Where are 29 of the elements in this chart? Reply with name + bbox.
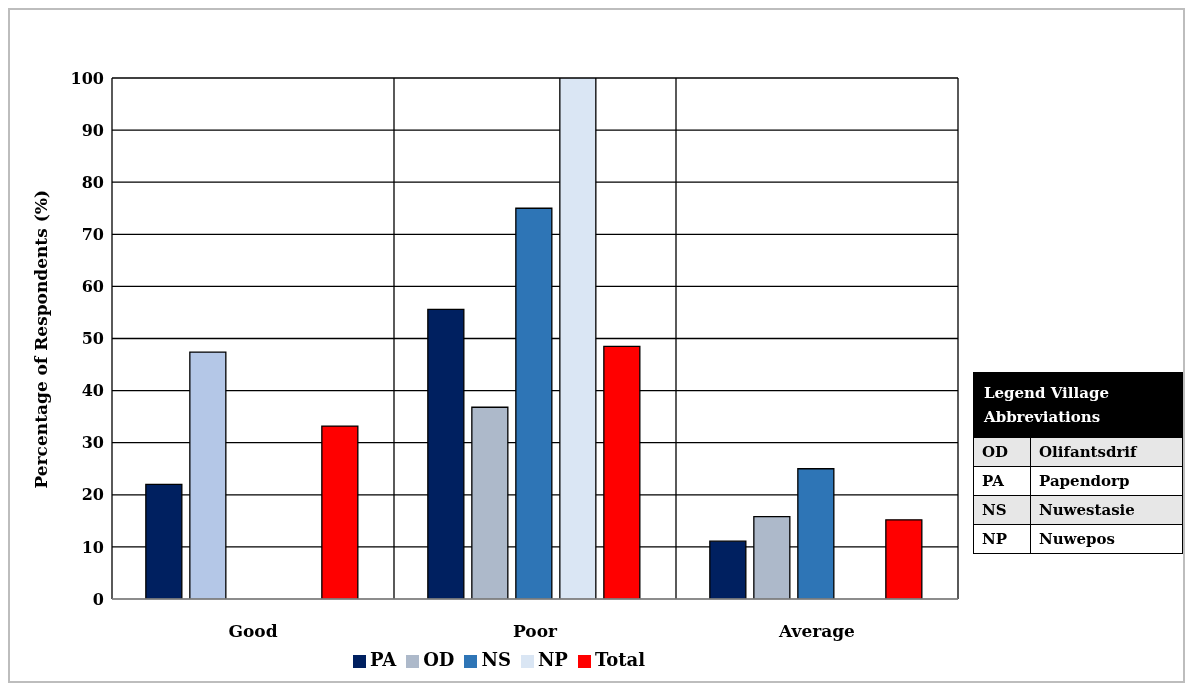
text: NS: [973, 495, 1031, 525]
y-tick-label: 60: [81, 277, 104, 297]
x-tick-label: Average: [778, 621, 856, 642]
y-tick-label: 50: [81, 329, 104, 349]
text: Legend Village Abbreviations: [973, 372, 1183, 438]
text: Papendorp: [1030, 466, 1183, 496]
legend-label: PA: [369, 649, 397, 670]
legend-label: Total: [594, 649, 646, 670]
text: NP: [973, 524, 1031, 554]
text: Nuwepos: [1030, 524, 1183, 554]
text: Nuwestasie: [1030, 495, 1183, 525]
y-tick-label: 10: [81, 537, 104, 557]
y-tick-label: 80: [81, 172, 104, 192]
text: OD: [973, 437, 1031, 467]
legend-label: OD: [423, 649, 455, 670]
y-tick-label: 40: [81, 381, 104, 401]
y-tick-label: 0: [92, 589, 104, 609]
x-tick-label: Poor: [513, 621, 559, 642]
y-axis-title: Percentage of Respondents (%): [31, 190, 52, 489]
y-tick-label: 70: [81, 224, 104, 244]
y-tick-label: 100: [70, 68, 104, 88]
legend-label: NS: [481, 649, 511, 670]
text: PA: [973, 466, 1031, 496]
y-tick-label: 30: [81, 433, 104, 453]
text: Olifantsdrif: [1030, 437, 1183, 467]
x-tick-label: Good: [228, 621, 278, 642]
y-tick-label: 90: [81, 120, 104, 140]
legend-label: NP: [537, 649, 568, 670]
y-tick-label: 20: [81, 485, 104, 505]
